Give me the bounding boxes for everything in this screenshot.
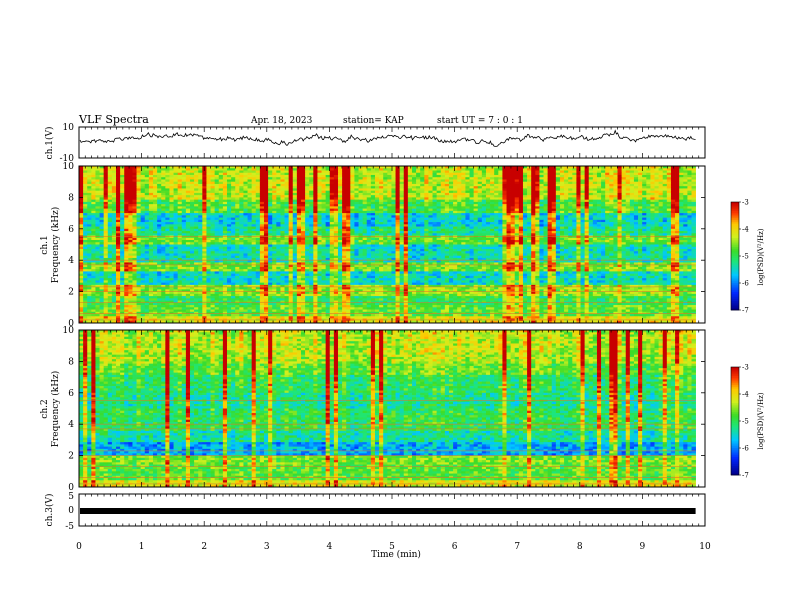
- ch3-ytick-top: 5: [68, 492, 74, 502]
- ch3-signal-series: [80, 508, 696, 514]
- x-tick-2: 2: [201, 542, 207, 552]
- start-time-label: start UT = 7 : 0 : 1: [437, 116, 523, 126]
- colorbar-tick--7: -7: [742, 307, 749, 315]
- x-tick-9: 9: [640, 542, 646, 552]
- colorbar-tick--3: -3: [742, 364, 749, 372]
- x-tick-1: 1: [139, 542, 145, 552]
- x-tick-6: 6: [452, 542, 458, 552]
- x-tick-4: 4: [327, 542, 333, 552]
- colorbar-tick--6: -6: [742, 280, 749, 288]
- spec-ytick-2: 2: [68, 452, 74, 462]
- x-axis-label: Time (min): [371, 549, 421, 560]
- ch3-ytick-mid: 0: [68, 506, 74, 516]
- ch1-spec-ylabel-line1: ch.1: [40, 235, 50, 254]
- spec-ytick-8: 8: [68, 193, 74, 203]
- ch3-ylabel: ch.3(V): [44, 494, 55, 527]
- x-tick-10: 10: [699, 542, 711, 552]
- colorbar-tick--5: -5: [742, 253, 749, 261]
- ch1-spectrogram-image: [79, 166, 705, 324]
- x-tick-8: 8: [577, 542, 583, 552]
- chart-title: VLF Spectra: [78, 113, 149, 126]
- x-tick-0: 0: [76, 542, 82, 552]
- spec-ytick-10: 10: [63, 162, 75, 172]
- ch2-colorbar: -3 -4 -5 -6 -7: [730, 364, 749, 480]
- ch2-spec-ylabel-line1: ch.2: [40, 399, 50, 418]
- date-label: Apr. 18, 2023: [250, 116, 313, 126]
- ch3-signal-panel: 5 0 -5 ch.3(V): [44, 492, 706, 532]
- station-label: station= KAP: [343, 116, 404, 126]
- ch1-ytick-top: 10: [63, 123, 75, 133]
- x-tick-7: 7: [514, 542, 520, 552]
- ch3-ytick-bottom: -5: [65, 522, 74, 532]
- ch1-ytick-bottom: -10: [60, 154, 75, 164]
- colorbar-tick--5: -5: [742, 418, 749, 426]
- colorbar-tick--3: -3: [742, 199, 749, 207]
- spec-ytick-10: 10: [63, 326, 75, 336]
- x-axis: 0 1 2 3 4 5 6 7 8 9 10: [76, 127, 711, 552]
- ch1-ylabel: ch.1(V): [44, 127, 55, 160]
- spec-ytick-0: 0: [68, 319, 74, 329]
- spec-ytick-6: 6: [68, 389, 74, 399]
- x-tick-5: 5: [389, 542, 395, 552]
- x-tick-3: 3: [264, 542, 270, 552]
- ch1-waveform-panel: 10 -10 ch.1(V): [44, 123, 706, 164]
- colorbar-tick--6: -6: [742, 445, 749, 453]
- ch1-colorbar: -3 -4 -5 -6 -7: [730, 199, 749, 315]
- spec-ytick-0: 0: [68, 483, 74, 493]
- ch2-spec-ylabel-line2: Frequency (kHz): [50, 371, 61, 448]
- ch2-spectrogram-image: [79, 330, 705, 488]
- ch1-spec-ylabel-line2: Frequency (kHz): [50, 207, 61, 284]
- spec-ytick-2: 2: [68, 288, 74, 298]
- ch2-colorbar-label: log(PSD)(V²/Hz): [757, 392, 765, 449]
- colorbar-tick--4: -4: [742, 391, 749, 399]
- colorbar-tick--7: -7: [742, 472, 749, 480]
- spec-ytick-4: 4: [68, 256, 74, 266]
- ch1-colorbar-label: log(PSD)(V²/Hz): [757, 228, 765, 285]
- spec-ytick-4: 4: [68, 420, 74, 430]
- spec-ytick-8: 8: [68, 357, 74, 367]
- colorbar-tick--4: -4: [742, 226, 749, 234]
- spec-ytick-6: 6: [68, 225, 74, 235]
- ch1-waveform-series: [79, 129, 696, 147]
